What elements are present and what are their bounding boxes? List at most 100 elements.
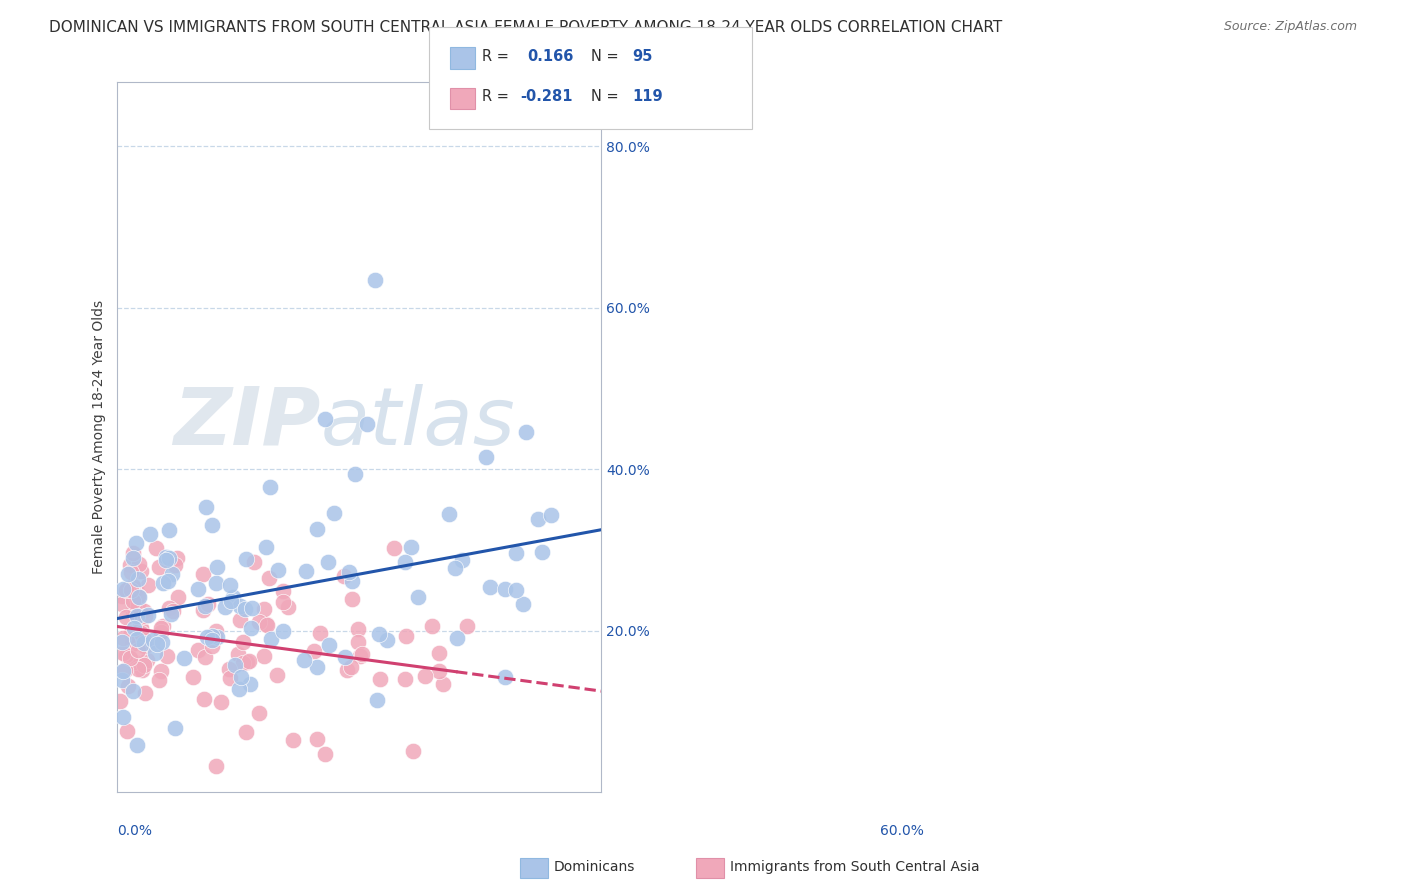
Point [235, 552, 257, 566]
Point [314, 747, 336, 761]
Point [125, 582, 148, 596]
Point [148, 673, 170, 687]
Point [162, 604, 184, 618]
Point [394, 555, 416, 569]
Point [155, 552, 177, 566]
Point [108, 694, 131, 708]
Point [156, 648, 179, 663]
Point [131, 564, 153, 578]
Point [205, 559, 228, 574]
Point [124, 631, 146, 645]
Point [209, 695, 232, 709]
Point [129, 620, 152, 634]
Point [205, 624, 228, 638]
Point [443, 561, 465, 575]
Point [111, 665, 134, 679]
Point [332, 569, 354, 583]
Text: N =: N = [591, 49, 623, 63]
Point [252, 648, 274, 663]
Point [437, 507, 460, 521]
Point [221, 590, 243, 604]
Point [191, 567, 214, 582]
Point [238, 654, 260, 668]
Point [122, 604, 145, 618]
Point [475, 450, 498, 464]
Point [318, 555, 340, 569]
Point [395, 629, 418, 643]
Point [231, 670, 253, 684]
Point [129, 626, 152, 640]
Point [368, 627, 391, 641]
Point [305, 522, 328, 536]
Point [292, 653, 315, 667]
Point [125, 535, 148, 549]
Point [157, 551, 180, 566]
Point [152, 619, 174, 633]
Point [195, 630, 218, 644]
Point [531, 545, 554, 559]
Point [394, 672, 416, 686]
Point [446, 631, 468, 645]
Point [122, 621, 145, 635]
Point [134, 608, 156, 623]
Point [127, 632, 149, 646]
Point [204, 630, 226, 644]
Text: Immigrants from South Central Asia: Immigrants from South Central Asia [730, 860, 980, 874]
Point [156, 574, 179, 589]
Point [150, 625, 173, 640]
Point [375, 632, 398, 647]
Point [219, 593, 242, 607]
Text: 60.0%: 60.0% [880, 824, 924, 838]
Point [132, 604, 155, 618]
Point [131, 632, 153, 646]
Text: N =: N = [591, 89, 623, 103]
Point [132, 658, 155, 673]
Point [218, 662, 240, 676]
Point [187, 582, 209, 596]
Point [540, 508, 562, 523]
Point [136, 607, 159, 622]
Point [205, 575, 228, 590]
Text: Dominicans: Dominicans [554, 860, 636, 874]
Point [127, 589, 149, 603]
Point [259, 480, 281, 494]
Point [336, 663, 359, 677]
Point [173, 650, 195, 665]
Point [117, 679, 139, 693]
Point [114, 663, 136, 677]
Point [247, 615, 270, 629]
Point [305, 731, 328, 746]
Point [148, 560, 170, 574]
Point [257, 571, 280, 585]
Point [260, 632, 283, 646]
Point [350, 647, 373, 661]
Point [187, 643, 209, 657]
Point [195, 500, 218, 515]
Point [127, 662, 149, 676]
Text: R =: R = [482, 89, 513, 103]
Point [201, 632, 224, 647]
Point [111, 646, 134, 660]
Point [479, 580, 502, 594]
Point [232, 656, 254, 670]
Point [181, 670, 204, 684]
Point [125, 738, 148, 752]
Point [112, 582, 135, 597]
Point [226, 647, 249, 661]
Point [136, 578, 159, 592]
Point [364, 272, 387, 286]
Point [304, 644, 326, 658]
Point [194, 650, 217, 665]
Point [121, 550, 143, 565]
Point [526, 512, 548, 526]
Point [115, 582, 138, 597]
Point [114, 583, 136, 598]
Point [305, 659, 328, 673]
Point [202, 632, 225, 647]
Point [229, 613, 252, 627]
Point [117, 566, 139, 581]
Point [150, 621, 173, 635]
Point [127, 608, 149, 623]
Point [145, 541, 167, 556]
Point [194, 599, 217, 614]
